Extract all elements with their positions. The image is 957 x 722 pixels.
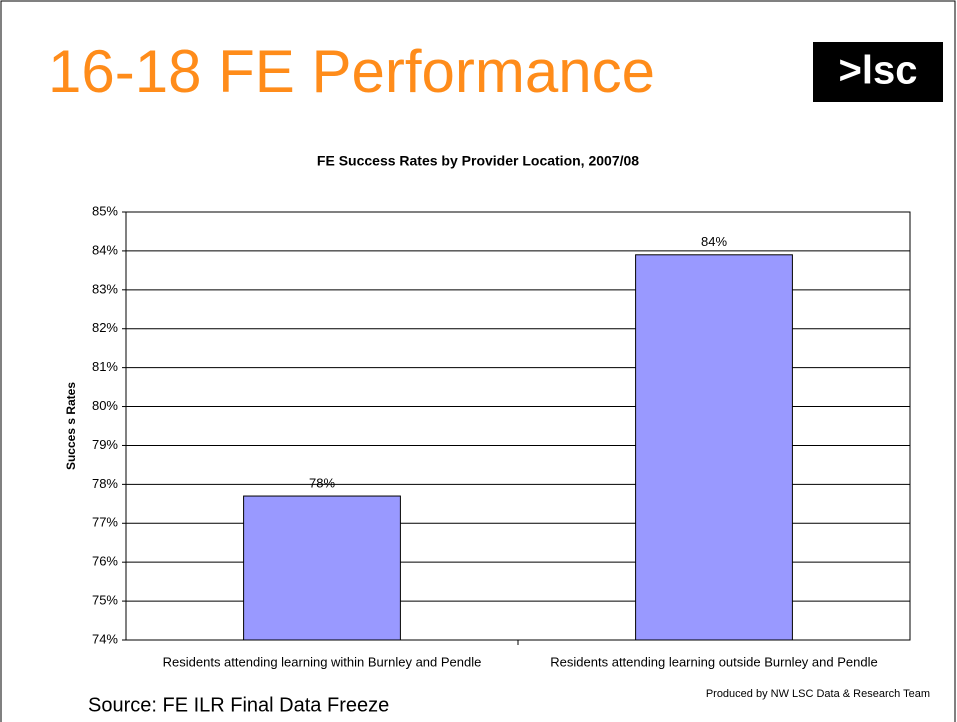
slide-title: 16-18 FE Performance [48,38,655,105]
source: Source: FE ILR Final Data Freeze [88,694,389,716]
x-tick-label: Residents attending learning within Burn… [163,654,482,669]
y-tick-label: 82% [92,320,118,335]
y-tick-label: 74% [92,631,118,646]
y-tick-label: 85% [92,203,118,218]
chart-title: FE Success Rates by Provider Location, 2… [317,153,639,169]
y-tick-label: 77% [92,515,118,530]
credit: Produced by NW LSC Data & Research Team [706,688,930,700]
y-tick-label: 76% [92,554,118,569]
data-label: 84% [701,234,727,249]
y-tick-label: 84% [92,242,118,257]
y-tick-label: 83% [92,281,118,296]
bar [635,254,793,641]
x-tick-label: Residents attending learning outside Bur… [550,654,877,669]
y-tick-label: 75% [92,593,118,608]
bar [243,495,401,641]
y-tick-label: 80% [92,398,118,413]
logo: >lsc [839,49,918,93]
data-label: 78% [309,475,335,490]
logo-box [813,42,943,102]
y-tick-label: 78% [92,476,118,491]
y-tick-label: 79% [92,437,118,452]
y-tick-label: 81% [92,359,118,374]
y-axis-label: Succes s Rates [64,382,78,470]
